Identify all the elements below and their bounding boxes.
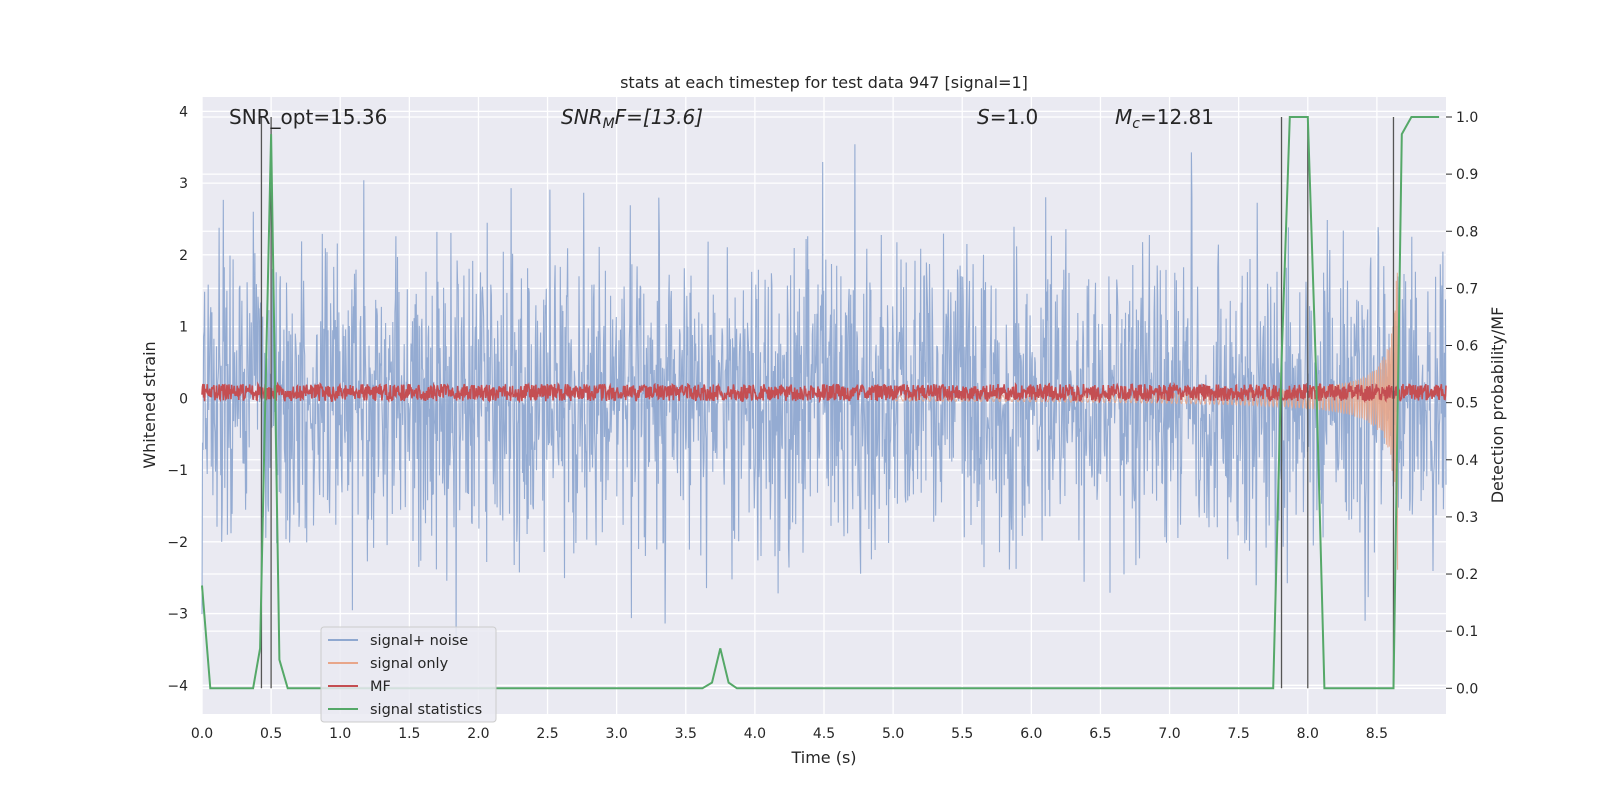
series-mf-line — [201, 381, 1447, 404]
y-tick-label: −2 — [167, 535, 188, 551]
x-tick-label: 8.0 — [1297, 726, 1319, 742]
legend-label-signal-only: signal only — [370, 656, 449, 672]
legend-label-mf: MF — [370, 679, 391, 695]
annotation-mc-symbol: M — [1115, 105, 1132, 129]
y2-tick-label: 0.6 — [1456, 339, 1478, 355]
x-tick-label: 1.5 — [398, 726, 420, 742]
x-axis-label: Time (s) — [790, 748, 856, 767]
x-tick-label: 3.0 — [606, 726, 628, 742]
y-tick-label: 1 — [179, 320, 188, 336]
y2-axis-label: Detection probability/MF — [1488, 307, 1507, 504]
y-tick-label: 3 — [179, 176, 188, 192]
legend: signal+ noise signal only MF signal stat… — [320, 626, 497, 723]
annotation-s-rest: =1.0 — [990, 105, 1039, 129]
x-tick-label: 6.0 — [1020, 726, 1042, 742]
y2-tick-label: 0.3 — [1456, 510, 1478, 526]
legend-label-signal-statistics: signal statistics — [370, 702, 482, 718]
legend-box — [320, 626, 497, 723]
y-tick-label: 2 — [179, 248, 188, 264]
y2-tick-label: 0.1 — [1456, 624, 1478, 640]
y2-tick-label: 0.4 — [1456, 453, 1478, 469]
x-tick-label: 7.5 — [1228, 726, 1250, 742]
y2-tick-label: 0.7 — [1456, 281, 1478, 297]
x-tick-label: 0.0 — [191, 726, 213, 742]
annotation-mc-rest: =12.81 — [1140, 105, 1214, 129]
y-tick-label: −3 — [167, 607, 188, 623]
legend-label-signal-noise: signal+ noise — [370, 633, 468, 649]
annotation-mc-subscript: c — [1132, 116, 1140, 132]
annotation-snr-mf: SNRMF=[13.6] — [561, 105, 703, 132]
annotation-snr-mf-subscript: M — [603, 116, 615, 132]
annotation-snr-opt: SNR_opt=15.36 — [229, 105, 387, 129]
chart-title: stats at each timestep for test data 947… — [620, 73, 1028, 92]
y2-tick-label: 0.5 — [1456, 396, 1478, 412]
x-tick-label: 8.5 — [1366, 726, 1388, 742]
x-tick-label: 2.5 — [536, 726, 558, 742]
x-tick-label: 2.0 — [467, 726, 489, 742]
y2-tick-label: 0.8 — [1456, 224, 1478, 240]
data-layer — [201, 116, 1447, 690]
x-tick-label: 4.0 — [744, 726, 766, 742]
annotation-s: S=1.0 — [977, 105, 1038, 129]
x-tick-label: 5.5 — [951, 726, 973, 742]
annotation-s-symbol: S — [977, 105, 990, 129]
annotation-snr-mf-symbol: SNR — [561, 105, 603, 129]
annotation-mc: Mc=12.81 — [1115, 105, 1214, 132]
y2-tick-label: 1.0 — [1456, 110, 1478, 126]
y-tick-label: −4 — [167, 678, 188, 694]
x-tick-label: 7.0 — [1158, 726, 1180, 742]
x-tick-label: 6.5 — [1089, 726, 1111, 742]
x-tick-label: 1.0 — [329, 726, 351, 742]
x-tick-label: 5.0 — [882, 726, 904, 742]
tick-labels: 0.0 0.5 1.0 1.5 2.0 2.5 3.0 3.5 4.0 4.5 5.0 5.5 6.0 6… — [167, 104, 1478, 742]
x-tick-label: 0.5 — [260, 726, 282, 742]
y2-tick-label: 0.2 — [1456, 567, 1478, 583]
y-tick-label: 0 — [179, 391, 188, 407]
x-tick-label: 3.5 — [675, 726, 697, 742]
y-axis-label: Whitened strain — [140, 341, 159, 468]
y-tick-label: −1 — [167, 463, 188, 479]
series-signal-statistics-line — [201, 116, 1440, 690]
y2-tick-label: 0.9 — [1456, 167, 1478, 183]
annotation-snr-mf-rest: F=[13.6] — [615, 105, 703, 129]
y2-tick-label: 0.0 — [1456, 681, 1478, 697]
x-tick-label: 4.5 — [813, 726, 835, 742]
series-signal-noise-line — [201, 144, 1447, 645]
y-tick-label: 4 — [179, 104, 188, 120]
